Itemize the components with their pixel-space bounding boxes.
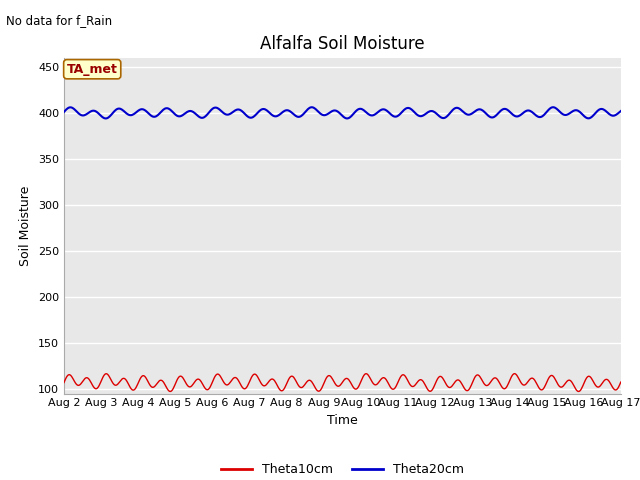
Legend: Theta10cm, Theta20cm: Theta10cm, Theta20cm — [216, 458, 469, 480]
Text: TA_met: TA_met — [67, 63, 118, 76]
Title: Alfalfa Soil Moisture: Alfalfa Soil Moisture — [260, 35, 425, 53]
Y-axis label: Soil Moisture: Soil Moisture — [19, 185, 33, 266]
Text: No data for f_Rain: No data for f_Rain — [6, 14, 113, 27]
X-axis label: Time: Time — [327, 414, 358, 427]
